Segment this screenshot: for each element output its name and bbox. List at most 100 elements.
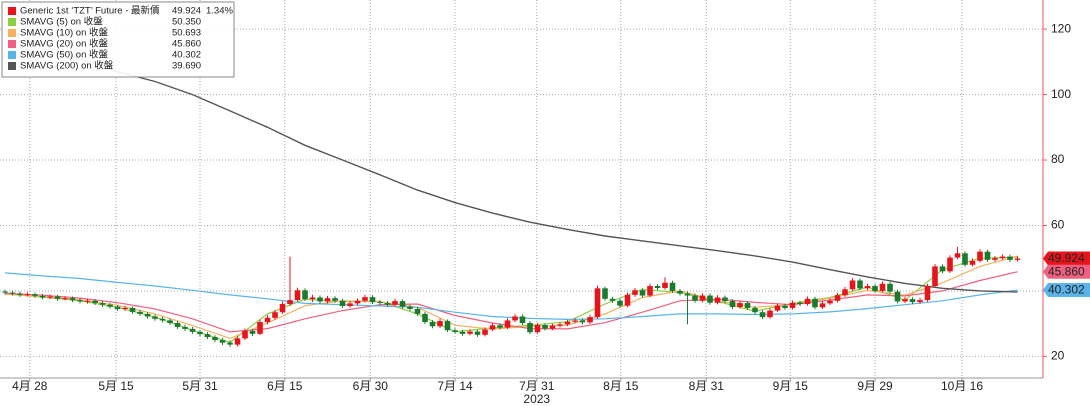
candle-body	[587, 317, 593, 323]
candle-body	[804, 298, 811, 305]
candle-body	[294, 290, 301, 301]
ma-line	[4, 271, 1018, 333]
candle-body	[647, 286, 653, 296]
candle-body	[339, 300, 346, 306]
y-tick-label: 60	[1051, 218, 1065, 232]
candle-body	[107, 304, 113, 307]
candle-body	[272, 312, 278, 318]
candle-body	[347, 303, 353, 306]
candle-body	[437, 321, 443, 327]
candle-body	[257, 322, 263, 334]
candle-body	[737, 303, 743, 307]
candle-body	[729, 301, 736, 307]
candle-body	[939, 266, 946, 272]
price-tag-label: 45.860	[1048, 264, 1085, 278]
candle-body	[977, 251, 983, 261]
x-tick-label: 10月 16	[941, 379, 983, 393]
ma-line	[4, 29, 1018, 293]
candle-body	[654, 286, 661, 288]
candle-body	[62, 298, 68, 300]
candle-body	[752, 307, 758, 313]
y-tick-label: 120	[1051, 21, 1071, 35]
price-tag	[1043, 251, 1090, 266]
candle-body	[47, 296, 53, 298]
candle-body	[609, 298, 616, 301]
candle-body	[2, 291, 8, 293]
candle-body	[992, 258, 998, 260]
legend-swatch	[8, 18, 16, 26]
candle-body	[632, 290, 638, 295]
candle-body	[279, 304, 286, 313]
candle-body	[317, 297, 323, 302]
candle-body	[617, 300, 623, 306]
candle-body	[182, 326, 188, 329]
legend-value: 45.860	[172, 39, 201, 50]
candle-body	[962, 253, 968, 265]
candle-body	[594, 288, 601, 318]
candle-body	[452, 330, 458, 332]
candle-body	[557, 324, 563, 326]
legend-label: SMAVG (50) on 收盤	[20, 49, 108, 61]
candles	[2, 247, 1021, 347]
candle-body	[114, 306, 121, 309]
candle-body	[1007, 256, 1013, 260]
x-tick-label: 7月 14	[437, 379, 473, 393]
candle-body	[624, 294, 631, 306]
candle-body	[849, 280, 856, 290]
candle-body	[489, 325, 496, 330]
candle-body	[212, 337, 218, 341]
candle-body	[384, 303, 391, 305]
candle-body	[422, 313, 428, 323]
candle-body	[692, 295, 698, 301]
legend-label: Generic 1st ‘TZT’ Future - 最新價	[20, 5, 160, 17]
candle-body	[399, 301, 406, 307]
candle-body	[662, 282, 668, 288]
x-tick-label: 5月 15	[98, 379, 134, 393]
candle-body	[819, 303, 826, 308]
candle-body	[722, 297, 728, 302]
candle-body	[917, 300, 923, 303]
candle-body	[362, 297, 368, 301]
x-tick-label: 8月 15	[603, 379, 639, 393]
candle-body	[639, 290, 646, 296]
legend-value: 39.690	[172, 61, 201, 72]
candle-body	[887, 283, 893, 292]
candle-body	[174, 323, 181, 327]
candle-body	[122, 307, 128, 309]
price-tag-label: 49.924	[1048, 251, 1085, 265]
candle-body	[857, 280, 863, 289]
y-tick-label: 20	[1051, 349, 1065, 363]
candle-body	[99, 303, 106, 305]
candle-body	[707, 295, 713, 303]
price-tag	[1043, 282, 1090, 297]
candle-body	[92, 300, 98, 304]
candle-body	[902, 299, 908, 302]
candle-body	[287, 300, 293, 305]
legend-label: SMAVG (5) on 收盤	[20, 16, 103, 28]
legend-label: SMAVG (10) on 收盤	[20, 27, 108, 39]
legend: Generic 1st ‘TZT’ Future - 最新價 49.924 1.34…	[1, 1, 235, 78]
candle-body	[864, 286, 871, 289]
candle-body	[759, 312, 766, 318]
x-tick-label: 9月 15	[773, 379, 809, 393]
candle-body	[842, 289, 848, 296]
x-tick-label: 9月 29	[857, 379, 893, 393]
y-tick-label: 80	[1051, 152, 1065, 166]
candle-body	[39, 295, 46, 298]
candle-body	[482, 329, 488, 335]
candle-body	[534, 324, 541, 333]
candle-body	[527, 323, 533, 333]
candle-body	[512, 316, 518, 321]
candle-body	[309, 297, 316, 300]
y-tick-label: 100	[1051, 87, 1071, 101]
candle-body	[137, 311, 143, 314]
ma-line	[4, 272, 1018, 321]
legend-box	[1, 1, 235, 78]
x-tick-label: 7月 31	[519, 379, 555, 393]
legend-value: 49.924	[172, 6, 201, 17]
candle-body	[9, 292, 16, 294]
candle-body	[17, 293, 23, 295]
candle-body	[984, 251, 991, 260]
